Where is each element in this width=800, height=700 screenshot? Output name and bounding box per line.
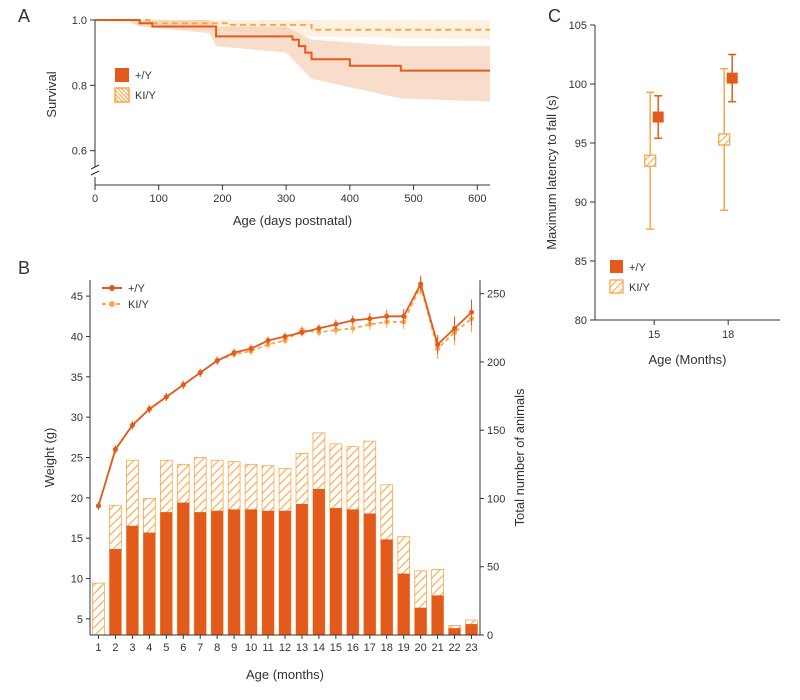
- svg-text:0.8: 0.8: [72, 80, 87, 92]
- svg-text:50: 50: [487, 562, 499, 574]
- svg-text:18: 18: [722, 329, 734, 341]
- svg-text:100: 100: [569, 79, 587, 91]
- svg-text:25: 25: [71, 453, 83, 465]
- svg-text:+/Y: +/Y: [629, 262, 646, 274]
- svg-text:0: 0: [487, 630, 493, 642]
- svg-text:3: 3: [129, 642, 135, 654]
- svg-text:Age (Months): Age (Months): [648, 352, 726, 367]
- svg-text:KI/Y: KI/Y: [135, 90, 156, 102]
- svg-text:14: 14: [313, 642, 325, 654]
- svg-text:0.6: 0.6: [72, 146, 87, 158]
- svg-text:4: 4: [146, 642, 152, 654]
- svg-text:11: 11: [262, 642, 273, 654]
- svg-text:15: 15: [71, 533, 83, 545]
- svg-text:7: 7: [197, 642, 203, 654]
- svg-text:17: 17: [364, 642, 376, 654]
- panel-a-label: A: [18, 6, 30, 27]
- svg-text:Age (days postnatal): Age (days postnatal): [233, 213, 352, 228]
- svg-text:6: 6: [180, 642, 186, 654]
- svg-text:100: 100: [487, 493, 505, 505]
- svg-text:80: 80: [575, 315, 587, 327]
- svg-text:10: 10: [71, 574, 83, 586]
- svg-text:100: 100: [150, 193, 168, 205]
- svg-text:+/Y: +/Y: [128, 283, 145, 295]
- svg-text:Age (months): Age (months): [246, 667, 324, 682]
- svg-text:0: 0: [92, 193, 98, 205]
- svg-text:30: 30: [71, 412, 83, 424]
- svg-text:200: 200: [213, 193, 231, 205]
- svg-text:19: 19: [398, 642, 410, 654]
- svg-text:95: 95: [575, 138, 587, 150]
- svg-text:20: 20: [415, 642, 427, 654]
- svg-text:10: 10: [245, 642, 257, 654]
- svg-text:20: 20: [71, 493, 83, 505]
- svg-text:600: 600: [468, 193, 486, 205]
- svg-text:2: 2: [112, 642, 118, 654]
- svg-text:Maximum latency to fall (s): Maximum latency to fall (s): [544, 95, 559, 250]
- svg-text:16: 16: [347, 642, 359, 654]
- svg-text:85: 85: [575, 256, 587, 268]
- svg-text:35: 35: [71, 372, 83, 384]
- svg-text:21: 21: [431, 642, 443, 654]
- panel-c-latency-chart: 80 85 90 95 100 105 15 18 Age (Months) Maximum la…: [540, 10, 790, 370]
- svg-text:9: 9: [231, 642, 237, 654]
- svg-text:22: 22: [448, 642, 460, 654]
- svg-text:23: 23: [465, 642, 477, 654]
- svg-text:Survival: Survival: [44, 71, 59, 117]
- svg-text:45: 45: [71, 291, 83, 303]
- svg-text:KI/Y: KI/Y: [128, 299, 149, 311]
- svg-text:15: 15: [648, 329, 660, 341]
- panel-b-weight-chart: 5101520253035404505010015020025012345678…: [40, 265, 530, 685]
- svg-text:12: 12: [279, 642, 291, 654]
- svg-text:90: 90: [575, 197, 587, 209]
- svg-text:5: 5: [163, 642, 169, 654]
- svg-text:400: 400: [341, 193, 359, 205]
- svg-text:Total number of animals: Total number of animals: [512, 388, 527, 527]
- svg-text:Weight (g): Weight (g): [42, 428, 57, 488]
- svg-text:5: 5: [77, 614, 83, 626]
- svg-text:105: 105: [569, 20, 587, 32]
- svg-text:500: 500: [404, 193, 422, 205]
- panel-b-label: B: [18, 258, 30, 279]
- svg-text:150: 150: [487, 425, 505, 437]
- svg-text:1: 1: [95, 642, 101, 654]
- svg-text:40: 40: [71, 331, 83, 343]
- svg-text:+/Y: +/Y: [135, 70, 152, 82]
- svg-text:13: 13: [296, 642, 308, 654]
- svg-text:1.0: 1.0: [72, 15, 87, 27]
- panel-a-survival-chart: 0.6 0.8 1.0 0 100 200 300 400 500 600 Age (days po…: [40, 10, 500, 230]
- svg-text:250: 250: [487, 289, 505, 301]
- svg-text:18: 18: [381, 642, 393, 654]
- svg-text:15: 15: [330, 642, 342, 654]
- svg-text:8: 8: [214, 642, 220, 654]
- svg-text:300: 300: [277, 193, 295, 205]
- svg-text:200: 200: [487, 357, 505, 369]
- svg-text:KI/Y: KI/Y: [629, 282, 650, 294]
